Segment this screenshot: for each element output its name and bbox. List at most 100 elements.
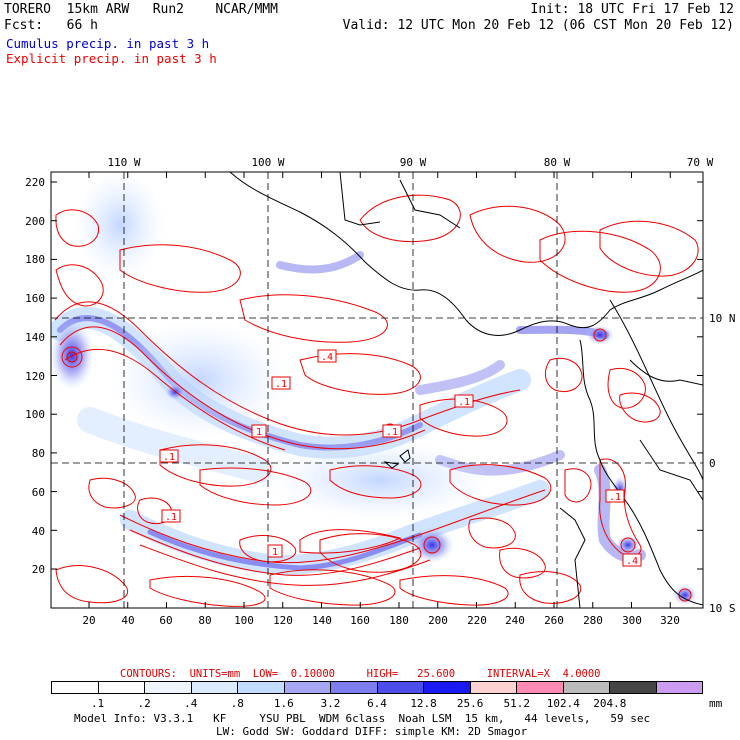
latitude-labels: 10 N 0 10 S	[709, 312, 736, 615]
contour-label-box: .1	[271, 376, 291, 390]
explicit-precip-contours	[54, 194, 699, 607]
x-tick-label: 120	[273, 614, 293, 627]
y-tick-label: 80	[32, 447, 45, 460]
coastlines	[229, 172, 703, 608]
units-label: UNITS=mm	[189, 668, 241, 680]
color-scale-label: 51.2	[503, 697, 530, 710]
y-tick-label: 100	[25, 408, 45, 421]
x-tick-label: 240	[505, 614, 525, 627]
svg-text:.1: .1	[609, 492, 621, 503]
low-label: LOW= 0.10000	[252, 668, 335, 680]
lon-label: 100 W	[251, 156, 284, 169]
x-tick-label: 260	[544, 614, 564, 627]
color-scale-label: 12.8	[410, 697, 437, 710]
y-tick-label: 220	[25, 176, 45, 189]
contour-labels: .4 .1 .1 .1 .1 1 .1 1 .1 .4	[159, 349, 642, 567]
svg-text:.1: .1	[275, 379, 287, 390]
y-tick-label: 60	[32, 486, 45, 499]
x-tick-label: 160	[350, 614, 370, 627]
y-tick-label: 120	[25, 370, 45, 383]
color-scale-segment	[145, 682, 192, 693]
color-scale-segment	[424, 682, 471, 693]
map-frame	[50, 171, 704, 609]
x-tick-labels: 20 40 60 80 100 120 140 160 180 200 220 …	[82, 614, 680, 627]
color-scale-segment	[610, 682, 657, 693]
svg-text:.4: .4	[626, 556, 638, 567]
lat-label: 10 S	[709, 602, 736, 615]
color-scale-segment	[284, 682, 331, 693]
color-scale-segment	[656, 682, 702, 693]
svg-text:1: 1	[256, 427, 262, 438]
color-scale-segment	[238, 682, 285, 693]
color-scale-units: mm	[709, 697, 723, 710]
contour-label-box: 1	[251, 424, 267, 438]
x-tick-label: 180	[389, 614, 409, 627]
lon-label: 80 W	[544, 156, 571, 169]
contour-label-box: .4	[317, 349, 337, 363]
color-scale-bar	[51, 681, 703, 694]
init-time: Init: 18 UTC Fri 17 Feb 12	[530, 2, 735, 17]
y-tick-label: 20	[32, 563, 45, 576]
color-scale-segment	[52, 682, 99, 693]
x-tick-label: 100	[234, 614, 254, 627]
color-scale-label: 6.4	[367, 697, 387, 710]
contour-label-box: .1	[454, 394, 474, 408]
contour-info: CONTOURS: UNITS=mm LOW= 0.10000 HIGH= 25…	[120, 668, 601, 680]
color-scale-segment	[563, 682, 610, 693]
contour-label-box: .1	[605, 489, 625, 503]
x-tick-label: 20	[82, 614, 95, 627]
cumulus-precip-legend: Cumulus precip. in past 3 h	[6, 36, 210, 51]
y-tick-label: 40	[32, 525, 45, 538]
color-scale-segment	[470, 682, 517, 693]
color-scale-label: .8	[230, 697, 244, 710]
svg-text:.1: .1	[458, 397, 470, 408]
contour-label-box: .1	[382, 424, 402, 438]
contour-label-box: 1	[267, 544, 283, 558]
y-tick-label: 180	[25, 253, 45, 266]
svg-text:1: 1	[272, 547, 278, 558]
color-scale-segment	[98, 682, 145, 693]
lon-label: 70 W	[687, 156, 714, 169]
contour-label-box: .1	[161, 509, 181, 523]
color-scale-segment	[191, 682, 238, 693]
x-tick-label: 320	[660, 614, 680, 627]
high-label: HIGH= 25.600	[366, 668, 456, 680]
color-scale-label: 102.4	[546, 697, 580, 710]
contour-label-box: .1	[159, 449, 179, 463]
color-scale-label: .1	[90, 697, 105, 710]
svg-text:.1: .1	[386, 427, 398, 438]
x-tick-label: 280	[583, 614, 603, 627]
svg-text:.1: .1	[165, 512, 177, 523]
y-tick-labels: 220 200 180 160 140 120 100 80 60 40 20	[25, 176, 45, 576]
valid-time: Valid: 12 UTC Mon 20 Feb 12 (06 CST Mon …	[342, 18, 734, 33]
model-title: TORERO 15km ARW Run2 NCAR/MMM	[4, 2, 278, 17]
y-tick-label: 160	[25, 292, 45, 305]
x-tick-label: 80	[198, 614, 211, 627]
color-scale-segment	[331, 682, 378, 693]
lat-label: 10 N	[709, 312, 736, 325]
x-tick-label: 140	[312, 614, 332, 627]
color-scale-segment	[377, 682, 424, 693]
color-scale-label: .4	[184, 697, 198, 710]
color-scale-label: 204.8	[593, 697, 627, 710]
color-scale-label: 25.6	[456, 697, 484, 710]
x-tick-label: 40	[121, 614, 134, 627]
lat-label: 0	[709, 457, 716, 470]
model-info: Model Info: V3.3.1 KF YSU PBL WDM 6class…	[74, 712, 651, 725]
color-scale-label: 1.6	[273, 697, 294, 710]
color-scale-segment	[517, 682, 564, 693]
lon-label: 110 W	[107, 156, 140, 169]
contours-label: CONTOURS:	[120, 668, 177, 680]
x-tick-label: 300	[622, 614, 642, 627]
color-scale-label: .2	[137, 697, 151, 710]
x-tick-label: 220	[467, 614, 487, 627]
lon-label: 90 W	[400, 156, 427, 169]
contour-label-box: .4	[622, 553, 642, 567]
y-tick-label: 200	[25, 215, 45, 228]
interval-label: INTERVAL=X 4.0000	[486, 668, 601, 680]
longitude-labels: 110 W 100 W 90 W 80 W 70 W	[107, 156, 713, 169]
y-tick-label: 140	[25, 331, 45, 344]
svg-text:.1: .1	[163, 452, 175, 463]
x-tick-label: 200	[428, 614, 448, 627]
